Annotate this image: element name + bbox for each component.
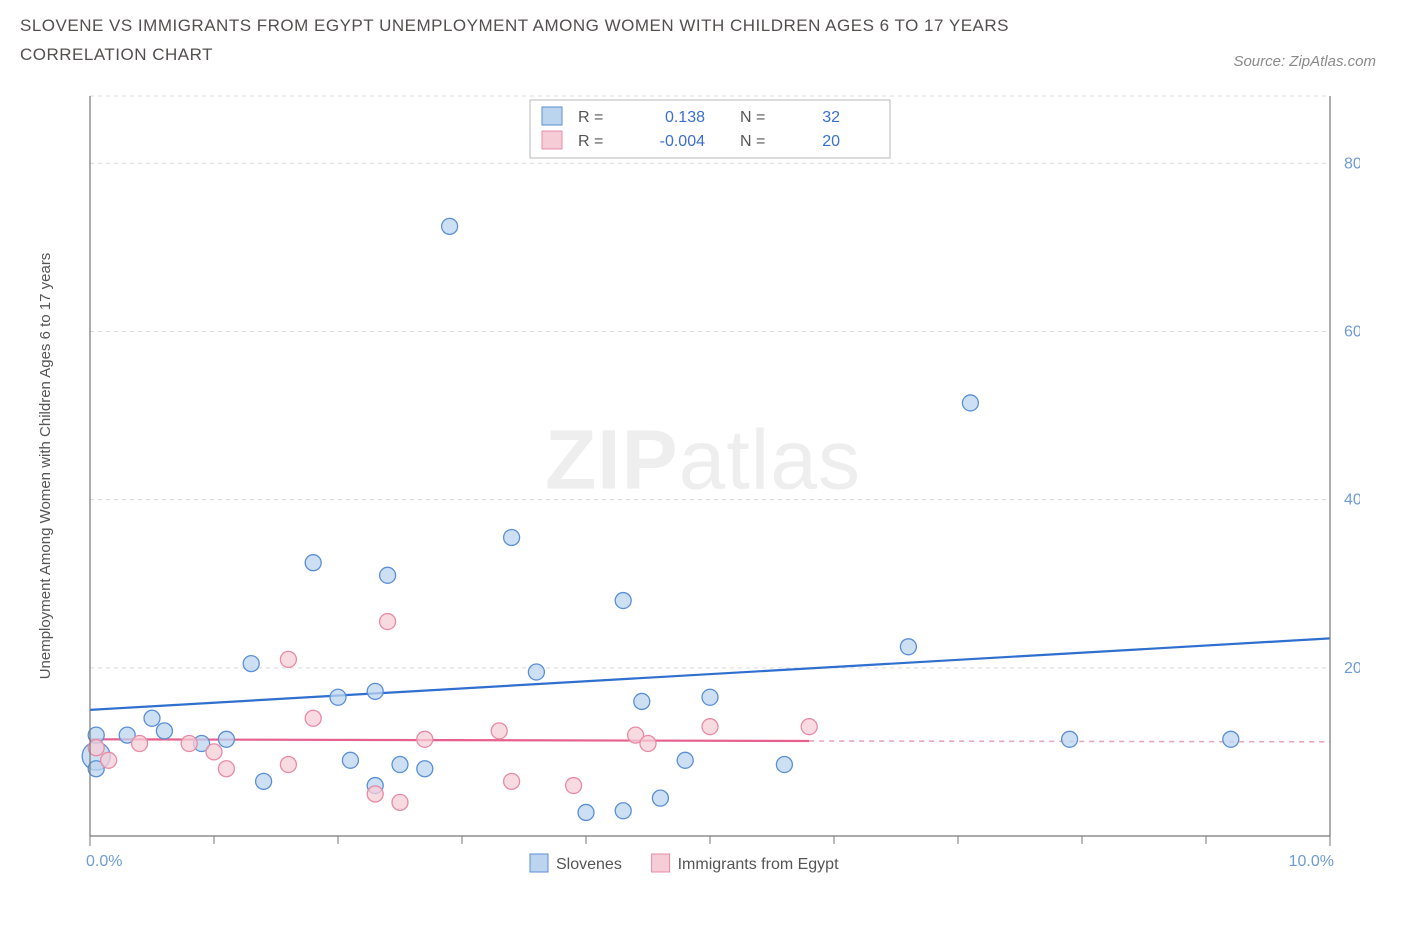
data-point	[280, 756, 296, 772]
series-legend: Slovenes Immigrants from Egypt	[530, 854, 839, 873]
legend-swatch	[530, 854, 548, 872]
data-point	[504, 773, 520, 789]
data-point	[900, 639, 916, 655]
data-point	[156, 723, 172, 739]
data-point	[132, 735, 148, 751]
data-point	[218, 731, 234, 747]
legend-swatch	[652, 854, 670, 872]
data-point	[417, 761, 433, 777]
y-tick-label: 20.0%	[1344, 660, 1360, 677]
data-point	[243, 655, 259, 671]
stat-r-value: 0.138	[665, 109, 705, 126]
data-point	[256, 773, 272, 789]
data-point	[615, 592, 631, 608]
chart-container: ZIPatlas 20.0%40.0%60.0%80.0%0.0%10.0%Un…	[20, 76, 1386, 876]
data-point	[615, 803, 631, 819]
data-point	[677, 752, 693, 768]
data-point	[305, 710, 321, 726]
data-point	[634, 693, 650, 709]
data-point	[305, 554, 321, 570]
data-point	[1062, 731, 1078, 747]
data-point	[144, 710, 160, 726]
data-point	[442, 218, 458, 234]
data-point	[652, 790, 668, 806]
data-point	[367, 683, 383, 699]
data-point	[367, 786, 383, 802]
data-point	[801, 718, 817, 734]
y-axis-label: Unemployment Among Women with Children A…	[37, 252, 54, 679]
data-point	[702, 689, 718, 705]
svg-text:R =: R =	[578, 109, 603, 126]
data-point	[280, 651, 296, 667]
data-point	[206, 744, 222, 760]
stat-legend: R = 0.138 N = 32 R = -0.004 N = 20	[530, 100, 890, 158]
source-attribution: Source: ZipAtlas.com	[1233, 53, 1386, 70]
data-point	[101, 752, 117, 768]
x-tick-label: 10.0%	[1289, 853, 1334, 870]
legend-label: Slovenes	[556, 856, 622, 873]
data-point	[1223, 731, 1239, 747]
data-point	[380, 567, 396, 583]
chart-title: SLOVENE VS IMMIGRANTS FROM EGYPT UNEMPLO…	[20, 12, 1120, 70]
data-point	[392, 794, 408, 810]
y-tick-label: 80.0%	[1344, 155, 1360, 172]
stat-n-value: 32	[822, 109, 840, 126]
scatter-chart: 20.0% 40.0% 60.0% 80.0% 0.0% 10.0% Unemploymen…	[20, 76, 1360, 876]
data-point	[528, 664, 544, 680]
data-point	[702, 718, 718, 734]
data-point	[380, 613, 396, 629]
data-point	[640, 735, 656, 751]
svg-text:N =: N =	[740, 133, 765, 150]
data-point	[962, 395, 978, 411]
y-tick-label: 40.0%	[1344, 491, 1360, 508]
data-point	[181, 735, 197, 751]
data-point	[578, 804, 594, 820]
data-point	[491, 723, 507, 739]
stat-r-value: -0.004	[660, 133, 705, 150]
legend-swatch	[542, 131, 562, 149]
svg-text:N =: N =	[740, 109, 765, 126]
x-tick-label: 0.0%	[86, 853, 122, 870]
data-point	[218, 761, 234, 777]
data-point	[504, 529, 520, 545]
data-point	[776, 756, 792, 772]
data-point	[342, 752, 358, 768]
data-point	[566, 777, 582, 793]
data-point	[392, 756, 408, 772]
data-point	[330, 689, 346, 705]
legend-swatch	[542, 107, 562, 125]
stat-n-value: 20	[822, 133, 840, 150]
data-point	[417, 731, 433, 747]
legend-label: Immigrants from Egypt	[678, 856, 839, 873]
y-tick-label: 60.0%	[1344, 323, 1360, 340]
svg-text:R =: R =	[578, 133, 603, 150]
